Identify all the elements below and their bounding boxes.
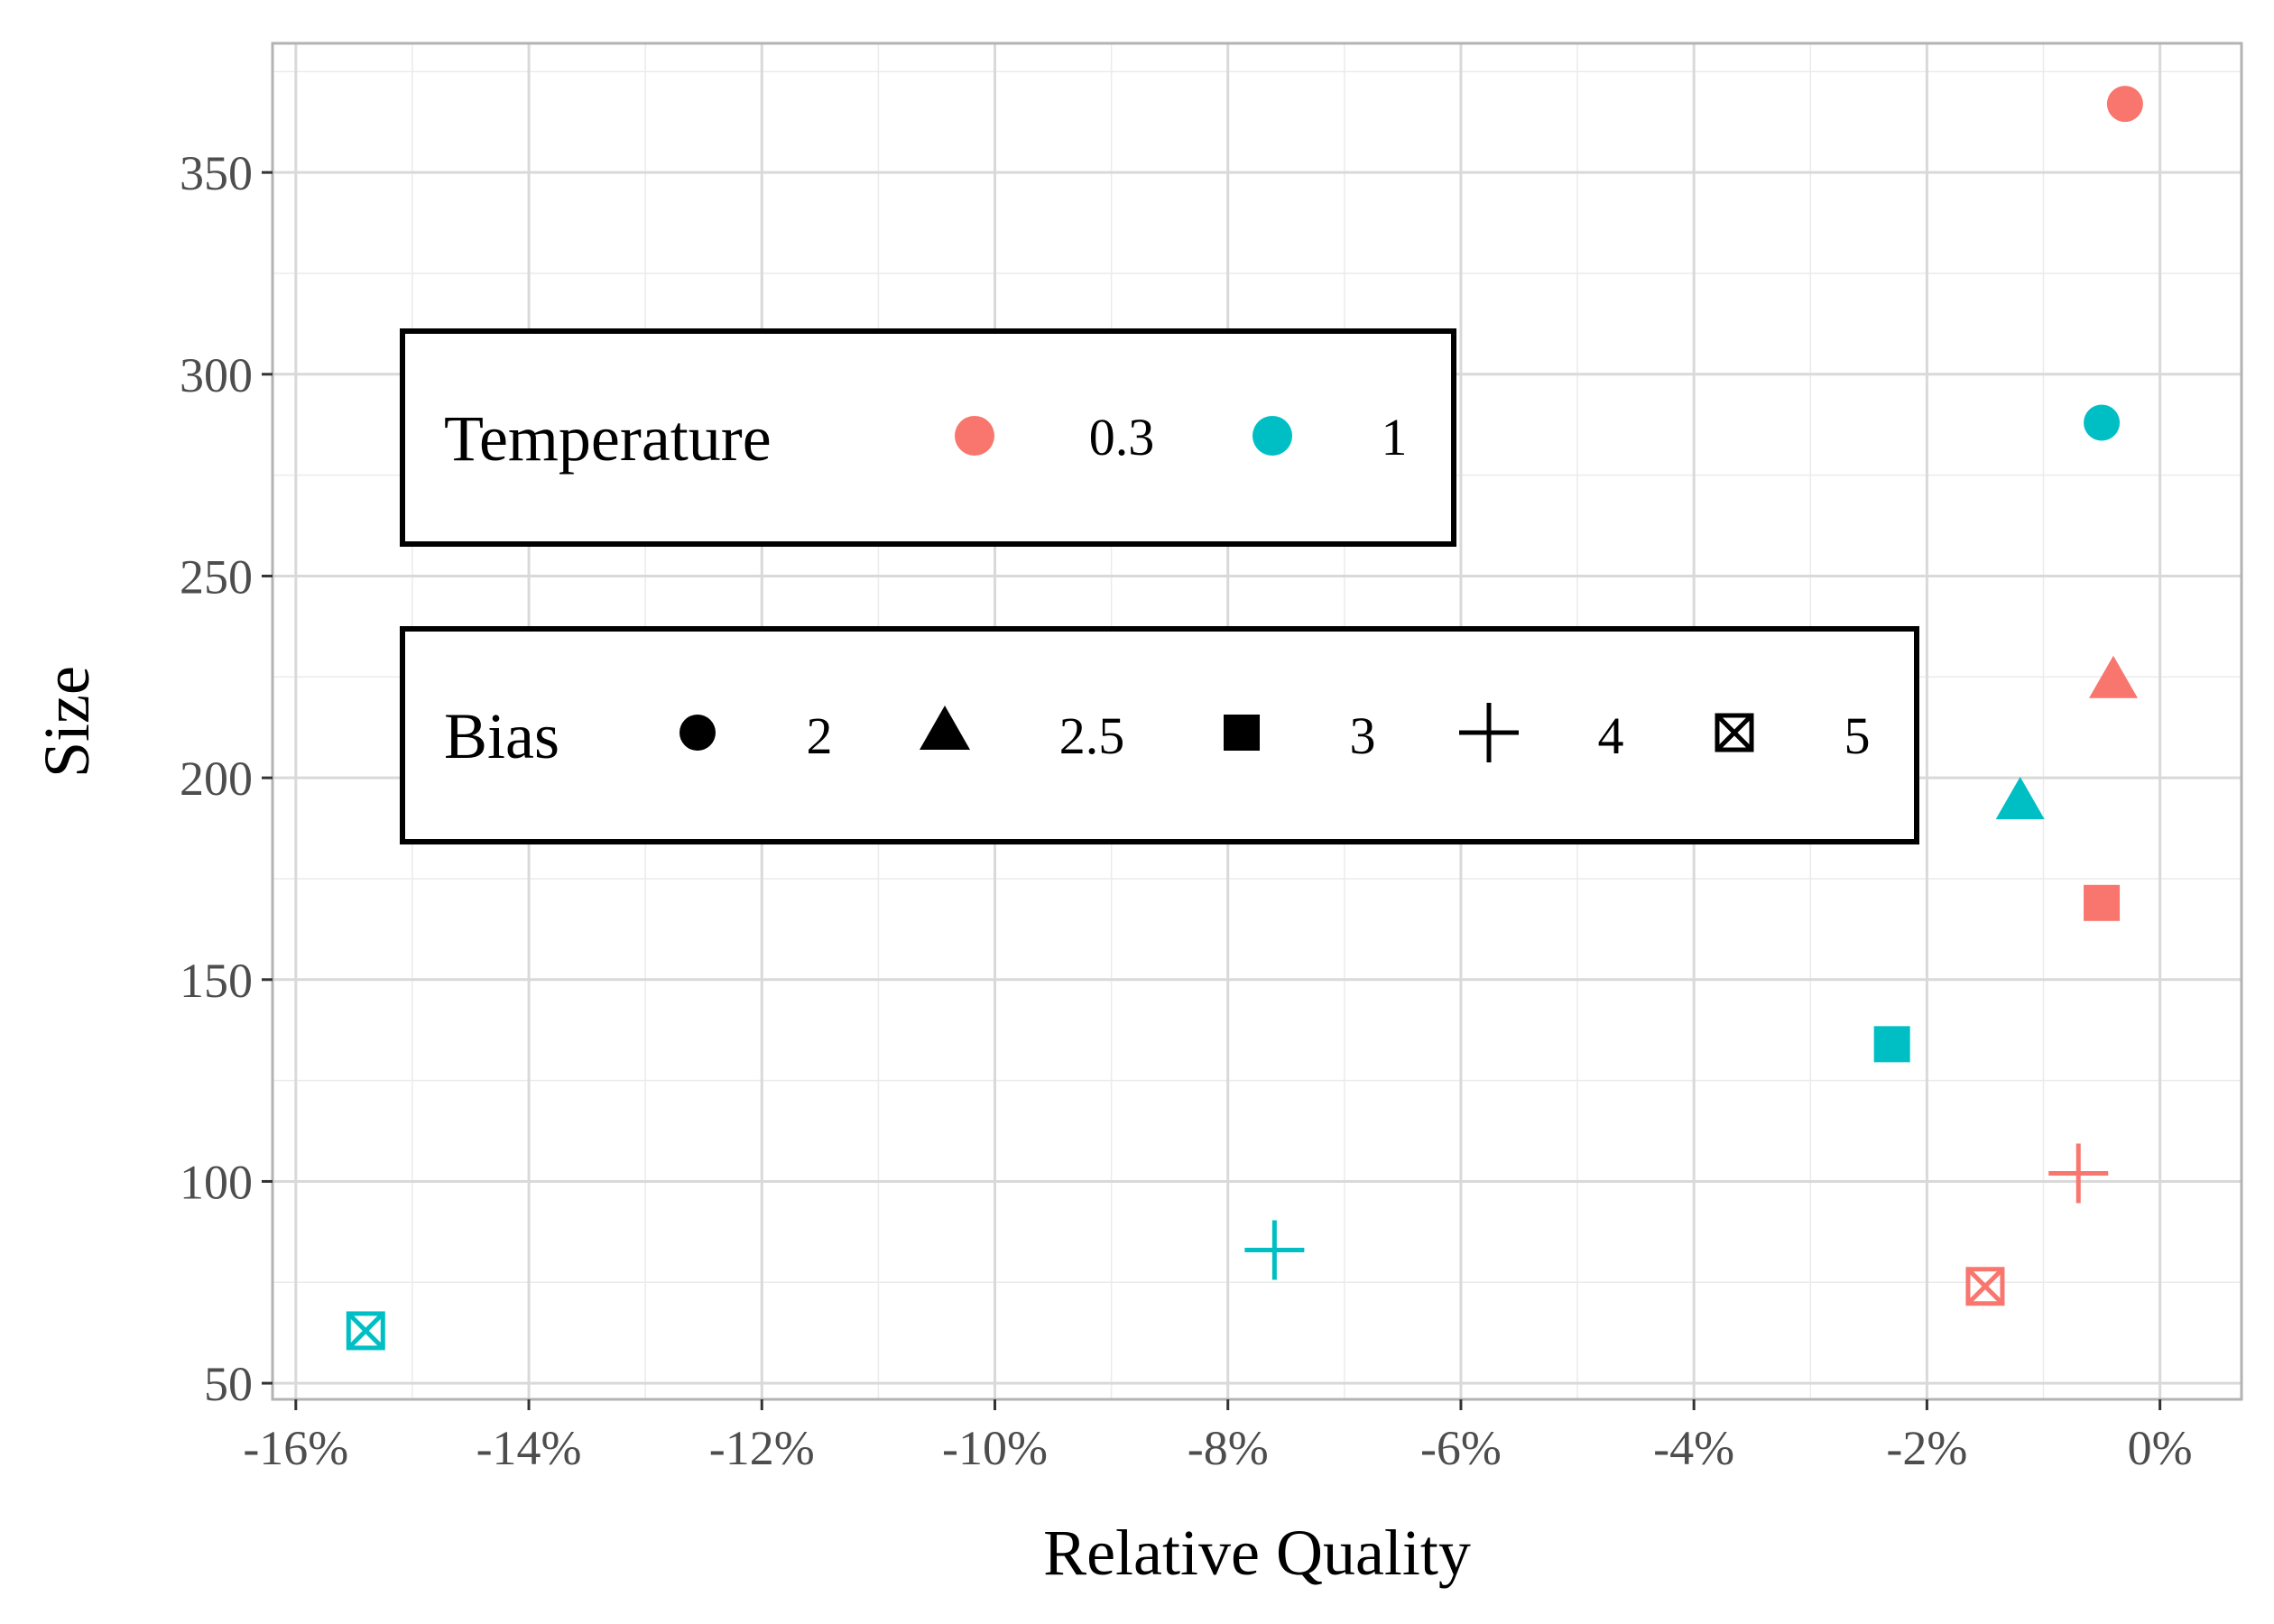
y-tick-label: 200 [180, 752, 253, 806]
data-point [2084, 404, 2121, 441]
x-tick-label: -4% [1653, 1421, 1734, 1475]
legend-bias-key-2 [1224, 715, 1260, 751]
y-tick-label: 50 [204, 1357, 253, 1411]
y-axis: 50 100 150 200 250 300 350 [180, 146, 273, 1411]
legend-bias-key-1 [920, 706, 970, 750]
x-tick-label: -2% [1886, 1421, 1967, 1475]
legend-bias-label-1: 2.5 [1059, 706, 1125, 765]
legend-bias-key-3 [1459, 703, 1519, 762]
legend-temperature-title: Temperature [444, 402, 772, 475]
x-axis: -16% -14% -12% -10% -8% -6% -4% -2% 0% [243, 1399, 2193, 1475]
legend-temperature-key-1 [1253, 416, 1292, 456]
legend-bias-key-0 [679, 715, 716, 751]
legend-bias-label-3: 4 [1598, 706, 1624, 765]
y-tick-label: 300 [180, 348, 253, 402]
data-point [1965, 1267, 2005, 1306]
legend-temperature-label-0: 0.3 [1089, 408, 1155, 466]
plot-panel-border [271, 42, 2243, 1401]
grid-minor [273, 43, 2242, 1399]
data-point [2084, 884, 2121, 921]
legend-temperature-label-1: 1 [1382, 408, 1408, 466]
y-tick-label: 100 [180, 1155, 253, 1209]
legend-temperature: Temperature 0.3 1 [400, 328, 1456, 547]
data-point [1873, 1026, 1910, 1063]
legend-bias-label-2: 3 [1350, 706, 1376, 765]
legend-bias-title: Bias [444, 700, 559, 772]
x-tick-label: -12% [709, 1421, 815, 1475]
legend-bias-box [400, 626, 1919, 844]
data-point [1244, 1220, 1305, 1280]
legend-bias-label-4: 5 [1844, 706, 1871, 765]
y-tick-label: 150 [180, 954, 253, 1008]
legend-bias-label-0: 2 [807, 706, 833, 765]
data-point [2088, 655, 2138, 698]
y-axis-title: Size [31, 666, 103, 778]
x-tick-label: -10% [942, 1421, 1048, 1475]
legend-temperature-key-0 [955, 416, 994, 456]
legend-bias-key-4 [1715, 713, 1754, 752]
x-tick-label: 0% [2128, 1421, 2193, 1475]
x-axis-title: Relative Quality [1043, 1517, 1471, 1589]
x-tick-label: -14% [476, 1421, 582, 1475]
x-tick-label: -6% [1420, 1421, 1502, 1475]
y-tick-label: 250 [180, 549, 253, 604]
data-point [2048, 1143, 2109, 1204]
x-tick-label: -8% [1188, 1421, 1269, 1475]
x-tick-label: -16% [243, 1421, 348, 1475]
y-tick-label: 350 [180, 146, 253, 200]
data-point [1995, 776, 2045, 819]
data-point [346, 1311, 385, 1351]
data-point [2106, 86, 2143, 123]
legend-bias: Bias 2 2.5 3 4 5 [400, 626, 1919, 844]
data-points [346, 86, 2143, 1351]
